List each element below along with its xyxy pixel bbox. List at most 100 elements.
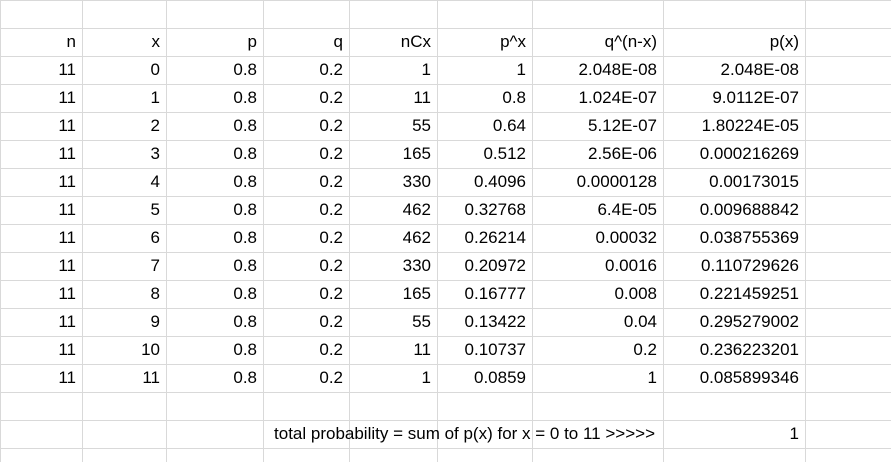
cell-q[interactable]: 0.2 [319, 144, 343, 163]
cell-px[interactable]: 0.32768 [464, 200, 526, 219]
cell-prob[interactable]: 0.221459251 [699, 284, 799, 303]
cell-px[interactable]: 0.0859 [474, 368, 526, 387]
cell-prob[interactable]: 0.00173015 [709, 172, 799, 191]
cell-prob[interactable]: 0.085899346 [699, 368, 799, 387]
header-cell-px[interactable]: p^x [500, 32, 526, 51]
cell-p[interactable]: 0.8 [233, 256, 257, 275]
cell-x[interactable]: 7 [150, 256, 160, 275]
cell-x[interactable]: 0 [150, 60, 160, 79]
cell-nCx[interactable]: 462 [402, 228, 431, 247]
cell-prob[interactable]: 0.110729626 [700, 256, 799, 275]
cell-nCx[interactable]: 462 [402, 200, 431, 219]
cell-qnx[interactable]: 1 [647, 368, 657, 387]
cell-x[interactable]: 9 [150, 312, 160, 331]
cell-qnx[interactable]: 0.00032 [595, 228, 657, 247]
cell-n[interactable]: 11 [58, 284, 76, 303]
cell-p[interactable]: 0.8 [233, 144, 257, 163]
cell-prob[interactable]: 0.038755369 [699, 228, 799, 247]
cell-p[interactable]: 0.8 [233, 200, 257, 219]
cell-p[interactable]: 0.8 [233, 284, 257, 303]
cell-px[interactable]: 0.4096 [474, 172, 526, 191]
cell-x[interactable]: 8 [150, 284, 160, 303]
cell-prob[interactable]: 0.295279002 [699, 312, 799, 331]
cell-nCx[interactable]: 1 [421, 368, 431, 387]
cell-n[interactable]: 11 [58, 60, 76, 79]
cell-p[interactable]: 0.8 [233, 60, 257, 79]
cell-nCx[interactable]: 55 [412, 312, 431, 331]
cell-q[interactable]: 0.2 [319, 340, 343, 359]
cell-n[interactable]: 11 [58, 200, 76, 219]
cell-q[interactable]: 0.2 [319, 368, 343, 387]
cell-x[interactable]: 3 [150, 144, 160, 163]
cell-px[interactable]: 0.20972 [464, 256, 526, 275]
cell-prob[interactable]: 1.80224E-05 [701, 116, 799, 135]
cell-nCx[interactable]: 1 [421, 60, 431, 79]
cell-qnx[interactable]: 1.024E-07 [578, 88, 657, 107]
header-cell-q[interactable]: q [333, 32, 343, 51]
cell-n[interactable]: 11 [58, 256, 76, 275]
total-probability-label[interactable]: total probability = sum of p(x) for x = … [274, 424, 655, 443]
cell-px[interactable]: 0.64 [492, 116, 526, 135]
cell-x[interactable]: 1 [150, 88, 160, 107]
header-cell-p[interactable]: p [247, 32, 257, 51]
cell-prob[interactable]: 0.000216269 [699, 144, 799, 163]
header-cell-x[interactable]: x [151, 32, 161, 51]
cell-nCx[interactable]: 330 [402, 172, 431, 191]
cell-x[interactable]: 5 [150, 200, 160, 219]
cell-px[interactable]: 0.512 [483, 144, 526, 163]
cell-n[interactable]: 11 [58, 340, 76, 359]
cell-q[interactable]: 0.2 [319, 200, 343, 219]
cell-n[interactable]: 11 [58, 116, 76, 135]
cell-nCx[interactable]: 165 [402, 144, 431, 163]
cell-n[interactable]: 11 [58, 228, 76, 247]
cell-p[interactable]: 0.8 [233, 172, 257, 191]
cell-q[interactable]: 0.2 [319, 88, 343, 107]
cell-nCx[interactable]: 165 [402, 284, 431, 303]
cell-prob[interactable]: 0.009688842 [699, 200, 799, 219]
cell-qnx[interactable]: 0.0000128 [576, 172, 657, 191]
cell-p[interactable]: 0.8 [233, 340, 257, 359]
cell-nCx[interactable]: 330 [402, 256, 431, 275]
cell-qnx[interactable]: 0.2 [633, 340, 657, 359]
cell-prob[interactable]: 9.0112E-07 [712, 88, 799, 107]
cell-x[interactable]: 2 [150, 116, 160, 135]
cell-p[interactable]: 0.8 [233, 116, 257, 135]
cell-x[interactable]: 6 [150, 228, 160, 247]
cell-p[interactable]: 0.8 [233, 368, 257, 387]
cell-q[interactable]: 0.2 [319, 284, 343, 303]
cell-p[interactable]: 0.8 [233, 88, 257, 107]
cell-n[interactable]: 11 [58, 312, 76, 331]
cell-qnx[interactable]: 6.4E-05 [597, 200, 657, 219]
cell-px[interactable]: 0.10737 [464, 340, 526, 359]
cell-q[interactable]: 0.2 [319, 60, 343, 79]
cell-nCx[interactable]: 11 [413, 88, 431, 107]
cell-qnx[interactable]: 0.008 [614, 284, 657, 303]
cell-px[interactable]: 0.16777 [464, 284, 526, 303]
header-cell-n[interactable]: n [66, 32, 76, 51]
cell-q[interactable]: 0.2 [319, 312, 343, 331]
cell-q[interactable]: 0.2 [319, 116, 343, 135]
header-cell-qnx[interactable]: q^(n-x) [604, 32, 657, 51]
cell-prob[interactable]: 0.236223201 [699, 340, 799, 359]
header-cell-nCx[interactable]: nCx [400, 32, 431, 51]
cell-qnx[interactable]: 2.56E-06 [588, 144, 657, 163]
cell-n[interactable]: 11 [58, 368, 76, 387]
cell-prob[interactable]: 2.048E-08 [720, 60, 799, 79]
cell-nCx[interactable]: 55 [412, 116, 431, 135]
cell-nCx[interactable]: 11 [413, 340, 431, 359]
cell-q[interactable]: 0.2 [319, 228, 343, 247]
cell-qnx[interactable]: 5.12E-07 [588, 116, 657, 135]
cell-x[interactable]: 11 [142, 368, 160, 387]
header-cell-prob[interactable]: p(x) [769, 32, 799, 51]
cell-px[interactable]: 0.26214 [464, 228, 526, 247]
cell-px[interactable]: 0.13422 [464, 312, 526, 331]
cell-qnx[interactable]: 0.0016 [605, 256, 657, 275]
cell-n[interactable]: 11 [58, 144, 76, 163]
cell-px[interactable]: 1 [516, 60, 526, 79]
cell-px[interactable]: 0.8 [502, 88, 526, 107]
cell-n[interactable]: 11 [58, 88, 76, 107]
total-probability-value[interactable]: 1 [789, 424, 799, 443]
cell-q[interactable]: 0.2 [319, 172, 343, 191]
cell-n[interactable]: 11 [58, 172, 76, 191]
